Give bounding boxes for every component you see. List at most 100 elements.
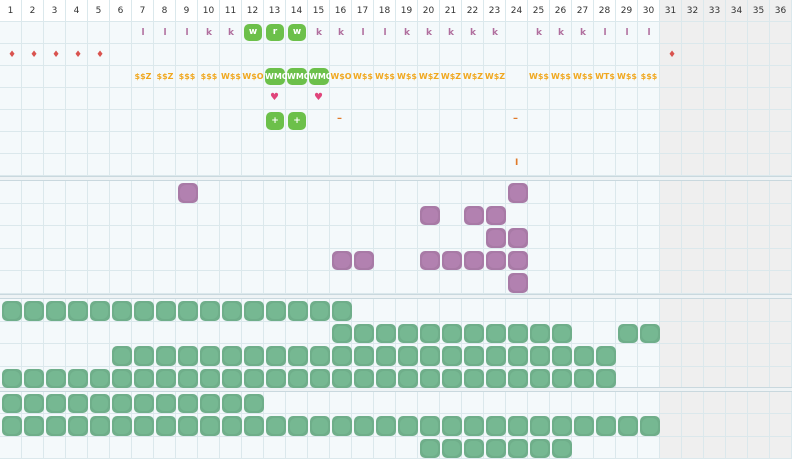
grid-cell[interactable] (0, 154, 22, 176)
grid-cell[interactable] (572, 132, 594, 154)
grid-cell[interactable] (132, 22, 154, 44)
grid-cell[interactable] (286, 44, 308, 66)
grid-cell[interactable] (352, 154, 374, 176)
grid-cell[interactable] (220, 271, 242, 294)
green-entry[interactable] (398, 346, 418, 366)
grid-cell[interactable] (242, 271, 264, 294)
grid-cell[interactable] (748, 321, 770, 344)
grid-cell[interactable] (286, 181, 308, 204)
day-header[interactable]: 24 (506, 0, 528, 22)
grid-cell[interactable] (682, 271, 704, 294)
day-header[interactable]: 21 (440, 0, 462, 22)
grid-cell[interactable] (726, 22, 748, 44)
green-entry[interactable] (508, 416, 528, 436)
grid-cell[interactable] (484, 299, 506, 322)
grid-cell[interactable] (550, 88, 572, 110)
grid-cell[interactable] (198, 271, 220, 294)
green-entry[interactable] (200, 346, 220, 366)
green-entry[interactable] (68, 416, 88, 436)
green-entry[interactable] (90, 368, 110, 388)
grid-cell[interactable] (154, 44, 176, 66)
grid-cell[interactable] (748, 132, 770, 154)
green-entry[interactable] (376, 416, 396, 436)
grid-cell[interactable] (330, 22, 352, 44)
grid-cell[interactable] (110, 110, 132, 132)
grid-cell[interactable] (132, 88, 154, 110)
grid-cell[interactable] (66, 271, 88, 294)
grid-cell[interactable] (484, 154, 506, 176)
green-entry[interactable] (332, 301, 352, 321)
grid-cell[interactable] (462, 22, 484, 44)
grid-cell[interactable] (594, 66, 616, 88)
green-entry[interactable] (68, 368, 88, 388)
grid-cell[interactable] (242, 226, 264, 249)
grid-cell[interactable] (506, 392, 528, 415)
grid-cell[interactable] (66, 344, 88, 367)
grid-cell[interactable] (44, 22, 66, 44)
grid-cell[interactable] (110, 44, 132, 66)
status-letter[interactable]: k (316, 28, 322, 38)
green-entry[interactable] (332, 346, 352, 366)
grid-cell[interactable] (660, 154, 682, 176)
day-header[interactable]: 12 (242, 0, 264, 22)
grid-cell[interactable] (264, 154, 286, 176)
grid-cell[interactable] (594, 132, 616, 154)
grid-cell[interactable] (726, 344, 748, 367)
day-header[interactable]: 6 (110, 0, 132, 22)
grid-cell[interactable] (462, 88, 484, 110)
green-entry[interactable] (244, 301, 264, 321)
grid-cell[interactable] (704, 132, 726, 154)
grid-cell[interactable] (462, 271, 484, 294)
grid-cell[interactable] (22, 436, 44, 459)
grid-cell[interactable] (462, 132, 484, 154)
grid-cell[interactable] (396, 66, 418, 88)
grid-cell[interactable] (352, 88, 374, 110)
purple-entry[interactable] (464, 250, 484, 271)
green-entry[interactable] (420, 416, 440, 436)
grid-cell[interactable] (22, 248, 44, 272)
grid-cell[interactable] (550, 392, 572, 415)
grid-cell[interactable] (220, 132, 242, 154)
green-entry[interactable] (486, 368, 506, 388)
green-entry[interactable] (552, 368, 572, 388)
grid-cell[interactable] (704, 66, 726, 88)
status-letter[interactable]: l (625, 28, 629, 38)
grid-cell[interactable] (550, 22, 572, 44)
grid-cell[interactable] (572, 88, 594, 110)
green-entry[interactable] (464, 346, 484, 366)
grid-cell[interactable] (88, 181, 110, 204)
grid-cell[interactable] (572, 44, 594, 66)
grid-cell[interactable] (682, 110, 704, 132)
grid-cell[interactable] (594, 271, 616, 294)
grid-cell[interactable] (0, 66, 22, 88)
purple-entry[interactable] (508, 228, 528, 248)
grid-cell[interactable] (572, 22, 594, 44)
green-entry[interactable] (398, 416, 418, 436)
grid-cell[interactable] (154, 154, 176, 176)
grid-cell[interactable] (132, 436, 154, 459)
grid-cell[interactable] (154, 181, 176, 204)
grid-cell[interactable] (704, 154, 726, 176)
grid-cell[interactable] (528, 248, 550, 272)
green-entry[interactable] (200, 394, 220, 414)
grid-cell[interactable] (660, 248, 682, 272)
grid-cell[interactable] (748, 392, 770, 415)
grid-cell[interactable] (374, 271, 396, 294)
grid-cell[interactable] (484, 110, 506, 132)
green-entry[interactable] (266, 301, 286, 321)
grid-cell[interactable] (704, 414, 726, 437)
green-entry[interactable] (596, 368, 616, 388)
grid-cell[interactable] (550, 226, 572, 249)
grid-cell[interactable] (550, 132, 572, 154)
grid-cell[interactable] (440, 132, 462, 154)
day-header[interactable]: 32 (682, 0, 704, 22)
grid-cell[interactable] (770, 248, 792, 272)
green-entry[interactable] (376, 368, 396, 388)
grid-cell[interactable] (198, 181, 220, 204)
grid-cell[interactable] (638, 366, 660, 389)
purple-entry[interactable] (442, 250, 462, 271)
grid-cell[interactable] (66, 203, 88, 227)
status-letter[interactable]: k (580, 28, 586, 38)
green-entry[interactable] (178, 416, 198, 436)
green-entry[interactable] (464, 438, 484, 458)
